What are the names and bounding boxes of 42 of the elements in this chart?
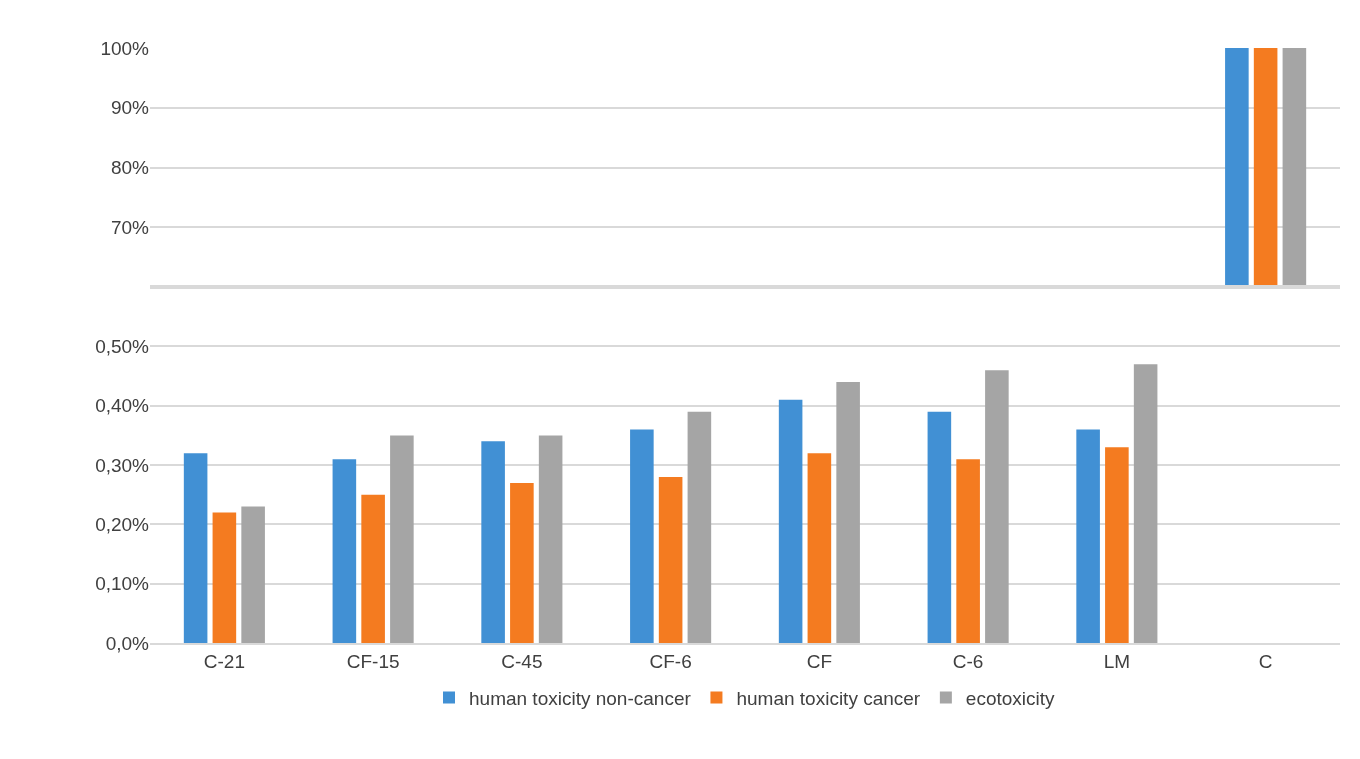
y-tick-label: 0,0% [105,632,150,654]
y-tick-label: 0,30% [95,454,150,476]
bar [332,459,357,643]
x-tick-label: C [1258,650,1273,672]
bar [361,494,385,643]
bar [658,476,683,643]
bar [241,506,265,643]
x-tick-label: CF [806,650,833,672]
bar [481,441,505,643]
y-tick-label: 70% [110,217,150,239]
bar [836,382,860,643]
bar [956,459,980,643]
bar [1076,429,1100,643]
bar [807,453,832,643]
x-tick-label: CF-15 [346,650,400,672]
x-tick-label: CF-6 [649,650,692,672]
x-tick-label: C-6 [952,650,984,672]
y-tick-label: 0,50% [95,336,150,358]
y-tick-label: 100% [100,37,150,59]
x-tick-label: LM [1103,650,1131,672]
bar [630,429,654,643]
y-tick-label: 0,20% [95,514,150,536]
y-tick-label: 0,40% [95,395,150,417]
x-tick-label: C-21 [203,650,245,672]
bar [985,370,1009,643]
legend-label: human toxicity cancer [736,687,921,709]
bar [1105,447,1129,643]
bar [927,411,952,643]
y-tick-label: 80% [110,157,150,179]
x-tick-label: C-45 [501,650,543,672]
legend-label: human toxicity non-cancer [469,687,692,709]
y-tick-label: 0,10% [95,573,150,595]
bar [183,453,208,643]
bar [687,411,712,643]
bar [390,435,414,643]
bar [212,512,237,643]
bar [538,435,563,643]
bar [1133,364,1158,643]
bar [510,482,534,643]
legend-label: ecotoxicity [965,687,1056,709]
bar [778,399,803,643]
y-tick-label: 90% [110,97,150,119]
